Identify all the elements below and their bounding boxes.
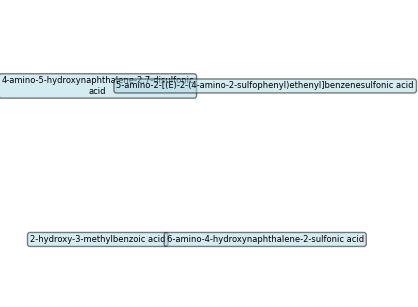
Text: 5-amino-2-[(E)-2-(4-amino-2-sulfophenyl)ethenyl]benzenesulfonic acid: 5-amino-2-[(E)-2-(4-amino-2-sulfophenyl)…: [117, 81, 414, 91]
Text: 6-amino-4-hydroxynaphthalene-2-sulfonic acid: 6-amino-4-hydroxynaphthalene-2-sulfonic …: [167, 235, 364, 244]
Text: 2-hydroxy-3-methylbenzoic acid: 2-hydroxy-3-methylbenzoic acid: [30, 235, 166, 244]
Text: 4-amino-5-hydroxynaphthalene-2,7-disulfonic acid: 4-amino-5-hydroxynaphthalene-2,7-disulfo…: [1, 76, 194, 96]
